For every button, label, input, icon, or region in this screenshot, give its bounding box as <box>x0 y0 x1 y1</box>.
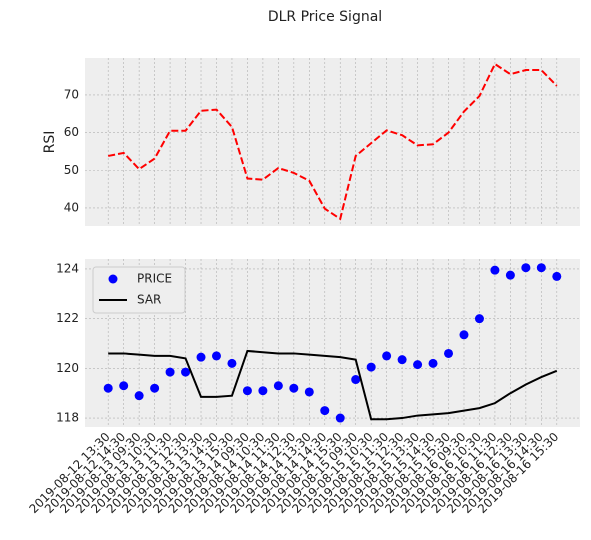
price-point <box>273 381 283 391</box>
price-point <box>536 263 546 273</box>
price-point <box>521 263 531 273</box>
price-point <box>366 362 376 372</box>
price-point <box>150 383 160 393</box>
y-tick-label: 70 <box>64 87 79 101</box>
y-tick-label: 120 <box>56 361 79 375</box>
legend-label: SAR <box>137 293 161 307</box>
price-point <box>165 367 175 377</box>
price-point <box>119 381 129 391</box>
price-point <box>320 406 330 416</box>
price-point <box>103 383 113 393</box>
price-point <box>444 348 454 358</box>
series-line <box>108 62 558 221</box>
price-point <box>459 330 469 340</box>
price-point <box>413 360 423 370</box>
plot-area <box>85 58 580 226</box>
y-tick-label: 122 <box>56 311 79 325</box>
y-tick-label: 50 <box>64 163 79 177</box>
price-point <box>351 375 361 385</box>
price-point <box>382 351 392 361</box>
price-point <box>134 391 144 401</box>
price-point <box>289 383 299 393</box>
series-line <box>108 349 558 421</box>
price-point <box>552 271 562 281</box>
price-point <box>397 355 407 365</box>
legend-label: PRICE <box>137 272 172 286</box>
y-tick-label: 118 <box>56 411 79 425</box>
price-point <box>490 265 500 275</box>
price-point <box>258 386 268 396</box>
price-point <box>304 387 314 397</box>
y-tick-label: 40 <box>64 200 79 214</box>
price-point <box>227 358 237 368</box>
price-point <box>242 386 252 396</box>
chart-title: DLR Price Signal <box>268 9 382 25</box>
y-tick-label: 124 <box>56 261 79 275</box>
price-point <box>474 314 484 324</box>
price-point <box>181 367 191 377</box>
y-axis-label: RSI <box>42 131 58 154</box>
price-point <box>428 358 438 368</box>
price-point <box>335 413 345 423</box>
legend-marker <box>108 274 118 284</box>
price-point <box>505 270 515 280</box>
price-point <box>211 351 221 361</box>
y-tick-label: 60 <box>64 125 79 139</box>
price-point <box>196 352 206 362</box>
